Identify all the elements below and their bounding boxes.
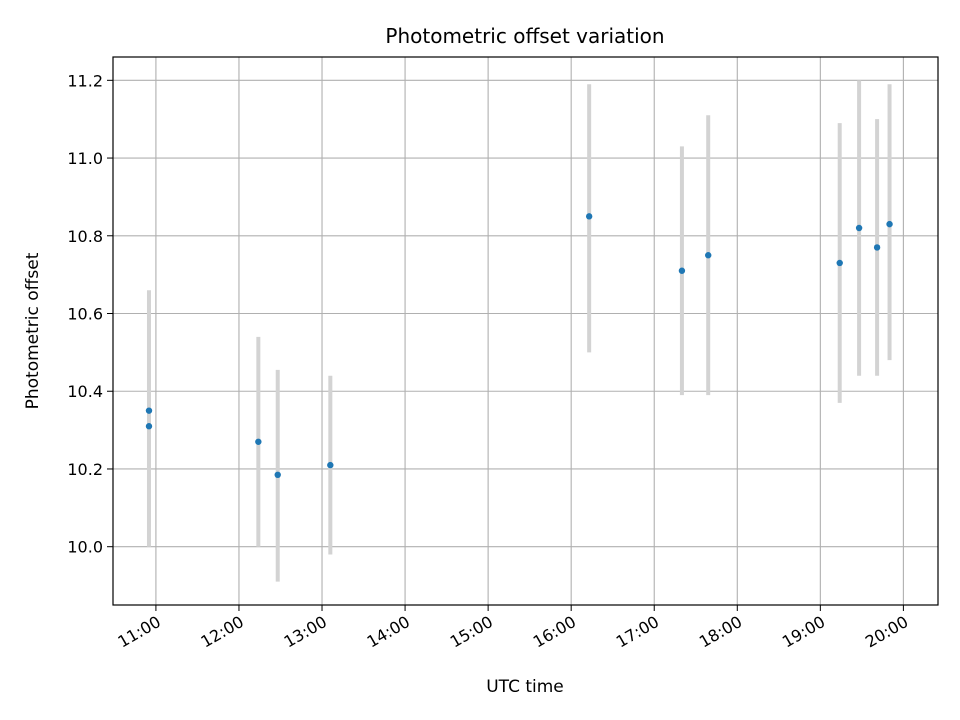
x-axis-title: UTC time [486,677,564,697]
data-point [705,252,712,259]
data-point [855,224,863,232]
data-point [836,259,843,267]
data-point [145,423,153,430]
data-point [145,407,153,414]
x-tick-label: 11:00 [114,612,163,652]
x-tick-label: 12:00 [198,612,247,652]
y-tick-label: 10.2 [67,460,103,479]
x-tick-label: 14:00 [364,612,413,652]
plot-frame [112,56,939,606]
y-tick-label: 10.0 [67,538,103,557]
data-point [886,220,893,228]
data-point [255,438,262,445]
y-tick-label: 10.6 [67,305,103,324]
error-bars [146,80,892,582]
x-tick-label: 16:00 [530,612,579,652]
x-tick-label: 20:00 [862,612,911,652]
y-axis-title: Photometric offset [23,252,43,409]
y-tick-label: 11.2 [67,71,103,90]
chart-title: Photometric offset variation [385,24,664,48]
grid [113,57,938,605]
data-point [274,471,281,479]
data-point [873,244,881,251]
x-tick-label: 13:00 [281,612,330,652]
data-point [678,267,686,274]
y-tick-label: 11.0 [67,149,103,168]
y-tick-label: 10.4 [67,382,103,401]
y-tick-label: 10.8 [67,227,103,246]
data-point [585,213,593,220]
x-tick-label: 15:00 [447,612,496,652]
data-point [327,461,334,469]
x-tick-label: 19:00 [779,612,828,652]
data-points [145,213,893,479]
x-tick-label: 18:00 [696,612,745,652]
x-tick-label: 17:00 [613,612,662,652]
